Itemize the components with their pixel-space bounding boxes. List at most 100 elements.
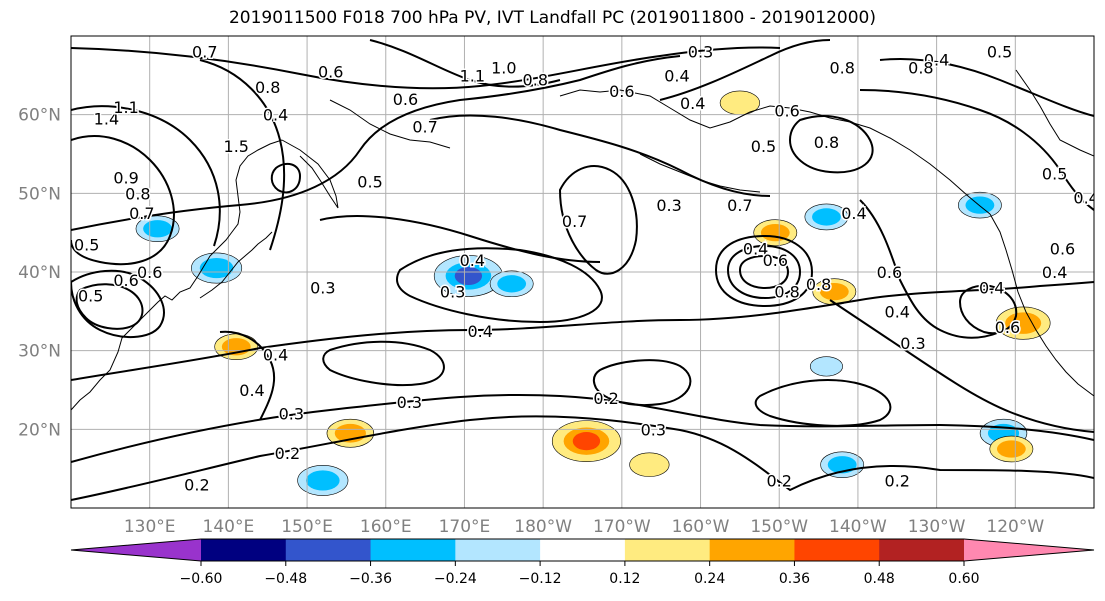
colorbar-segment — [370, 539, 456, 561]
anomaly-fill-core-5 — [965, 196, 995, 214]
colorbar-tick-label: 0.12 — [609, 571, 640, 587]
contour-0.4-east — [859, 199, 1001, 339]
contour-north-1 — [369, 39, 561, 88]
lon-tick-label: 150°W — [750, 517, 808, 537]
anomaly-fill-peak-0 — [454, 266, 483, 286]
contour-label: 0.3 — [279, 405, 304, 424]
lon-tick-label: 130°E — [124, 517, 176, 537]
map-frame — [70, 35, 1095, 509]
contour-sw-2 — [322, 340, 445, 387]
colorbar-segment — [201, 539, 287, 561]
contour-north-2 — [429, 114, 771, 197]
contour-label: 0.8 — [255, 78, 280, 97]
contour-0.5-northwest — [71, 55, 681, 231]
contour-label: 0.8 — [829, 58, 854, 77]
contour-label: 0.4 — [664, 66, 689, 85]
contour-ne-1 — [879, 57, 1094, 117]
contour-0.4-mid — [71, 281, 1094, 381]
contour-label: 1.1 — [460, 66, 485, 85]
anomaly-fill-core-16 — [996, 440, 1026, 458]
contour-0.3-central — [396, 247, 603, 324]
colorbar-tick-label: −0.60 — [180, 571, 223, 587]
contour-labels: 0.70.60.60.40.81.01.1 0.80.71.41.11.50.90… — [73, 41, 1094, 496]
coast-kamchatka — [281, 139, 339, 209]
contour-label: 0.2 — [767, 471, 792, 490]
colorbar-segment — [879, 539, 965, 561]
colorbar-tick-label: −0.36 — [349, 571, 392, 587]
contour-south-east — [754, 379, 892, 427]
contour-east-ridge — [788, 115, 874, 174]
colorbar-segment — [794, 539, 880, 561]
contour-label: 0.2 — [885, 471, 910, 490]
contour-label: 0.2 — [593, 389, 618, 408]
contour-mid-ridge — [319, 215, 601, 263]
anomaly-fill-core-8 — [306, 470, 340, 491]
contour-0.7-trough — [558, 165, 638, 275]
contour-label: 0.3 — [440, 283, 465, 302]
contour-label: 0.8 — [806, 275, 831, 294]
anomaly-fill-core-4 — [812, 208, 841, 226]
contour-label: 0.6 — [995, 318, 1020, 337]
lon-tick-label: 160°E — [360, 517, 412, 537]
contour-label: 0.4 — [979, 279, 1004, 298]
contour-label: 0.4 — [263, 106, 288, 125]
colorbar-segment — [285, 539, 372, 561]
contour-label: 0.5 — [987, 43, 1012, 62]
lon-tick-label: 170°W — [593, 517, 651, 537]
contour-label: 0.5 — [751, 137, 776, 156]
lon-tick-label: 160°W — [672, 517, 730, 537]
anomaly-fill-peak-13 — [572, 432, 601, 451]
contour-west-2 — [71, 105, 221, 247]
contour-label: 0.6 — [1050, 239, 1075, 258]
colorbar-tick-label: 0.24 — [694, 571, 725, 587]
colorbar: −0.60 −0.48 −0.36 −0.24 −0.12 0.12 0.24 0.36 0.4… — [70, 538, 1095, 587]
contour-nw-loop — [270, 162, 302, 194]
contour-label: 0.7 — [562, 212, 587, 231]
contour-label: 0.8 — [523, 70, 548, 89]
contour-label: 0.8 — [814, 133, 839, 152]
colorbar-tick-label: −0.48 — [264, 571, 307, 587]
contour-low-center — [726, 244, 802, 300]
contour-0.3-east — [829, 299, 1094, 433]
anomaly-fill-core-2 — [199, 257, 234, 279]
colorbar-segment — [71, 539, 201, 561]
contour-label: 0.3 — [656, 196, 681, 215]
coastlines — [71, 69, 1094, 411]
contour-label: 0.6 — [318, 62, 343, 81]
contour-0.2-south — [71, 415, 1094, 501]
lat-tick-label: 20°N — [18, 420, 61, 440]
contour-label: 1.4 — [94, 110, 119, 129]
anomaly-fill-core-10 — [819, 283, 849, 301]
lon-tick-label: 170°E — [439, 517, 491, 537]
lon-tick-label: 140°E — [203, 517, 255, 537]
contour-south-closed — [592, 359, 692, 406]
colorbar-tick-label: 0.36 — [779, 571, 810, 587]
anomaly-fill-core-3 — [143, 220, 172, 238]
coast-alaska — [559, 89, 991, 215]
contour-west-3 — [199, 59, 286, 251]
contour-label: 0.4 — [467, 322, 492, 341]
contour-0.6-north — [71, 46, 781, 90]
contour-label: 0.5 — [78, 287, 103, 306]
contour-ne-2 — [859, 89, 1094, 211]
contour-north-3 — [659, 39, 831, 101]
contour-label: 0.5 — [74, 235, 99, 254]
contour-label: 0.4 — [239, 381, 264, 400]
lon-tick-label: 180°W — [514, 517, 572, 537]
colorbar-tick-label: 0.60 — [948, 571, 979, 587]
contour-label: 0.4 — [1042, 263, 1067, 282]
contour-label: 0.7 — [192, 43, 217, 62]
contour-label: 0.2 — [275, 444, 300, 463]
lon-tick-label: 120°W — [986, 517, 1044, 537]
axis-ticks: 130°E 140°E 150°E 160°E 170°E 180°W 170°W 160°W… — [18, 106, 1044, 537]
contour-label: 0.4 — [263, 346, 288, 365]
anomaly-fill-core-1 — [497, 275, 527, 293]
contour-label: 0.3 — [397, 393, 422, 412]
contour-label: 0.4 — [841, 204, 866, 223]
lat-tick-label: 40°N — [18, 263, 61, 283]
chart-title: 2019011500 F018 700 hPa PV, IVT Landfall… — [228, 8, 876, 28]
colorbar-segment — [540, 539, 626, 561]
contour-label: 0.6 — [763, 251, 788, 270]
contour-label: 1.5 — [224, 137, 249, 156]
